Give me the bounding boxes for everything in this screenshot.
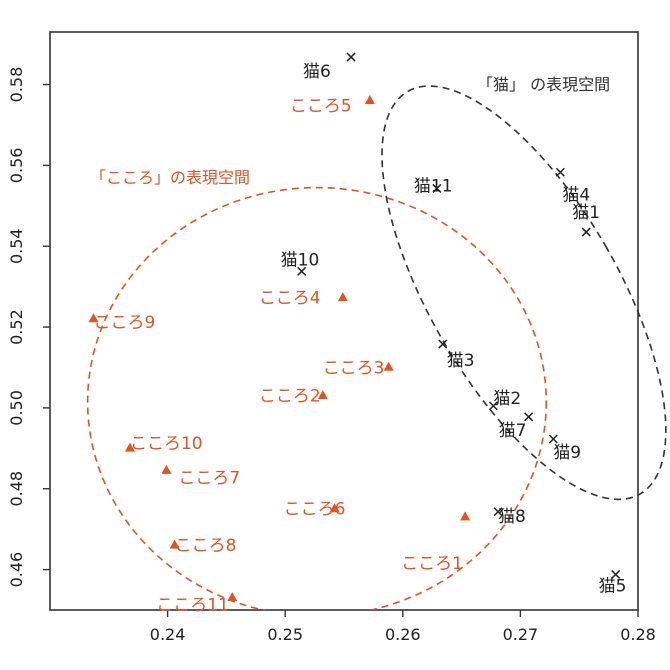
y-tick-label: 0.50	[7, 390, 26, 426]
point-label: こころ10	[130, 434, 203, 454]
point-label: 猫2	[493, 389, 521, 409]
triangle-marker	[383, 361, 394, 371]
x-marker	[346, 52, 356, 62]
y-tick-label: 0.48	[7, 471, 26, 507]
point-label: 猫1	[572, 203, 600, 223]
x-tick-label: 0.27	[503, 625, 539, 644]
point-label: こころ5	[290, 97, 352, 117]
triangle-marker	[88, 313, 99, 323]
point-label: 猫4	[562, 185, 590, 205]
point-label: こころ11	[156, 596, 229, 616]
y-tick-label: 0.52	[7, 309, 26, 345]
point-label: こころ2	[259, 387, 321, 407]
point-label: 猫10	[281, 250, 320, 270]
point-label: 猫6	[303, 62, 331, 82]
triangle-marker	[161, 464, 172, 474]
point-label: こころ8	[175, 536, 237, 556]
plot-frame	[49, 31, 639, 611]
triangle-marker	[317, 390, 328, 400]
ellipse-label-1: 「こころ」の表現空間	[90, 168, 250, 187]
y-tick-label: 0.54	[7, 228, 26, 264]
point-label: こころ6	[284, 500, 346, 520]
triangle-marker	[124, 442, 135, 452]
point-label: 猫5	[599, 576, 627, 596]
x-marker	[555, 167, 565, 177]
x-marker	[488, 401, 498, 411]
triangle-marker	[364, 95, 375, 105]
point-label: こころ3	[323, 358, 385, 378]
point-label: 猫9	[553, 443, 581, 463]
x-marker	[432, 183, 442, 193]
plot-layer: 0.24 0.25 0.26 0.27 0.28 0.46 0.48 0.50 0.52 0.54…	[7, 31, 667, 644]
point-label: 猫8	[498, 507, 526, 527]
triangle-marker	[329, 503, 340, 513]
x-marker	[524, 412, 534, 422]
point-label: こころ9	[94, 313, 156, 333]
point-label: 猫11	[414, 176, 453, 196]
triangle-marker	[169, 539, 180, 549]
x-tick-label: 0.25	[267, 625, 303, 644]
x-marker	[438, 339, 448, 349]
y-tick-label: 0.46	[7, 552, 26, 588]
point-label: 猫3	[447, 351, 475, 371]
point-label: こころ4	[259, 289, 321, 309]
triangle-marker	[337, 292, 348, 302]
y-tick-label: 0.56	[7, 148, 26, 184]
x-marker	[581, 227, 591, 237]
ellipse-label-2: 「猫」 の表現空間	[477, 75, 610, 94]
point-label: こころ1	[401, 554, 463, 574]
ellipse-region-1	[86, 186, 548, 610]
x-marker	[297, 266, 307, 276]
x-marker	[493, 507, 503, 517]
x-marker	[611, 569, 621, 579]
point-label: 猫7	[499, 421, 527, 441]
x-marker	[548, 434, 558, 444]
point-label: こころ7	[178, 468, 240, 488]
triangle-marker	[227, 592, 238, 602]
x-tick-label: 0.28	[620, 625, 656, 644]
y-tick-label: 0.58	[7, 67, 26, 103]
triangle-marker	[460, 511, 471, 521]
x-tick-label: 0.26	[385, 625, 421, 644]
x-tick-label: 0.24	[150, 625, 186, 644]
ellipse-region-2	[381, 85, 667, 501]
